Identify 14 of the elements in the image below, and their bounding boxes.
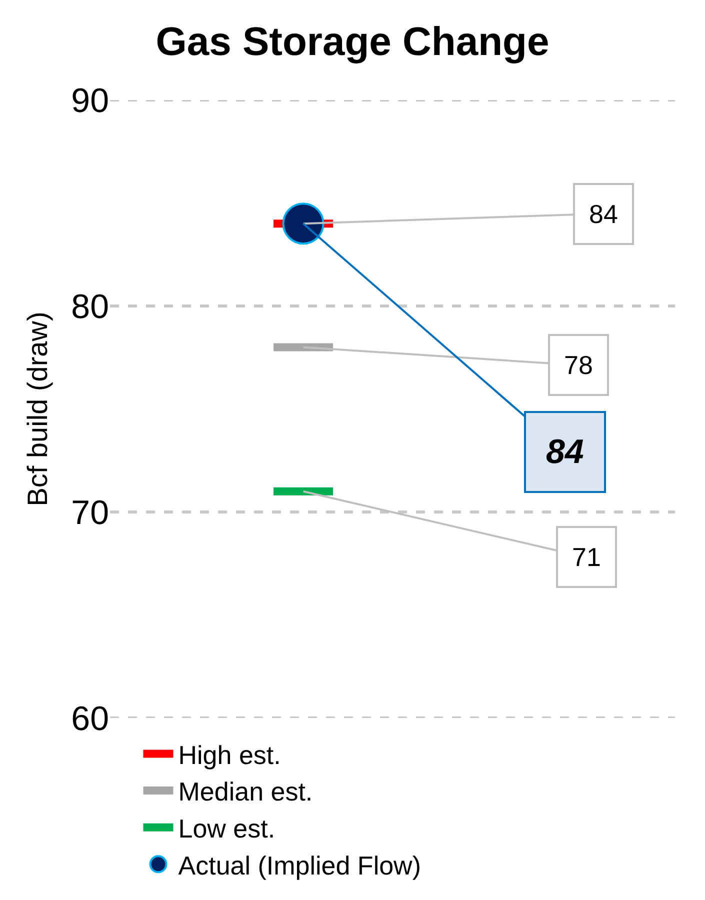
data-label: 84 [589, 199, 618, 229]
legend-label: Actual (Implied Flow) [178, 850, 421, 880]
legend-label: Low est. [178, 814, 276, 844]
data-label: 78 [564, 350, 593, 380]
y-tick-label: 90 [71, 82, 109, 120]
legend-label: Median est. [178, 776, 313, 807]
data-label: 71 [572, 542, 601, 572]
y-tick-label: 70 [71, 494, 109, 532]
y-tick-label: 80 [71, 288, 109, 326]
data-label: 84 [546, 433, 584, 471]
y-axis-title: Bcf build (draw) [22, 312, 53, 506]
chart-title: Gas Storage Change [156, 20, 550, 64]
legend-label: High est. [178, 740, 281, 770]
y-tick-label: 60 [71, 700, 109, 738]
